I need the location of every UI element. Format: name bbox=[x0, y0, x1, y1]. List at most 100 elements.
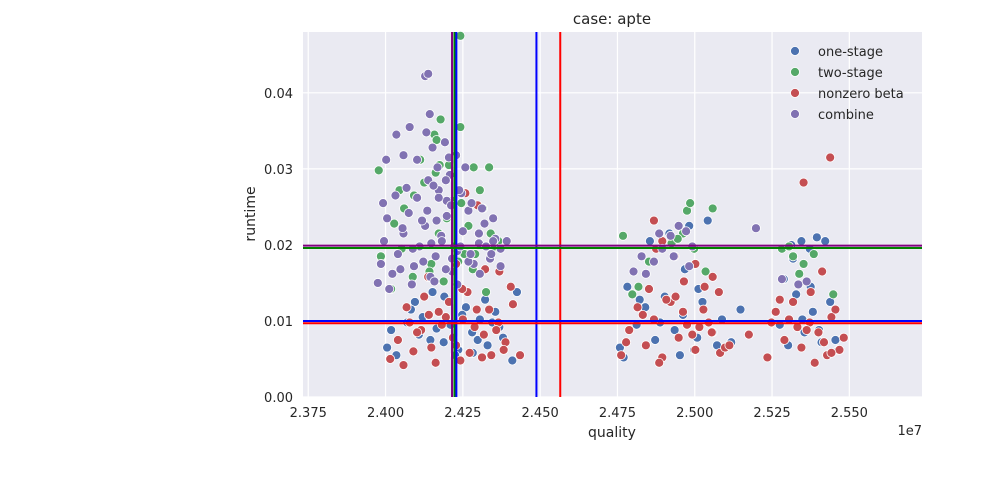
x-tick-labels: 2.375 2.400 2.425 2.450 2.475 2.500 2.525 2.550 bbox=[290, 406, 868, 421]
data-point bbox=[622, 281, 633, 292]
data-point bbox=[830, 304, 841, 315]
data-point bbox=[486, 350, 497, 361]
data-point bbox=[809, 357, 820, 368]
x-axis-label: quality bbox=[588, 425, 636, 441]
data-point bbox=[426, 342, 437, 353]
data-point bbox=[507, 355, 518, 366]
data-point bbox=[393, 249, 403, 259]
data-point bbox=[382, 342, 392, 353]
x-tick-label: 2.550 bbox=[831, 406, 868, 421]
chart-title: case: apte bbox=[573, 10, 651, 28]
data-point bbox=[713, 287, 724, 297]
data-point bbox=[484, 162, 495, 173]
data-point bbox=[471, 304, 482, 315]
data-point bbox=[419, 291, 430, 302]
data-point bbox=[616, 350, 627, 361]
data-point bbox=[636, 251, 647, 262]
data-point bbox=[491, 325, 502, 335]
data-point bbox=[412, 327, 422, 338]
data-point bbox=[707, 271, 718, 282]
data-point bbox=[427, 142, 438, 153]
y-tick-label: 0.00 bbox=[264, 391, 293, 406]
y-axis-label: runtime bbox=[243, 186, 259, 241]
data-point bbox=[735, 304, 746, 315]
data-point bbox=[393, 335, 403, 345]
data-point bbox=[668, 251, 679, 262]
legend: one-stage two-stage nonzero beta combine bbox=[790, 45, 904, 123]
data-point bbox=[751, 223, 761, 234]
data-point bbox=[762, 352, 773, 363]
x-offset-label: 1e7 bbox=[897, 424, 922, 439]
x-tick-label: 2.375 bbox=[290, 406, 327, 421]
data-point bbox=[512, 287, 522, 297]
data-point bbox=[418, 256, 429, 267]
data-point bbox=[477, 352, 487, 363]
data-point bbox=[430, 251, 441, 262]
x-tick-label: 2.475 bbox=[599, 406, 636, 421]
data-point bbox=[798, 259, 809, 269]
data-point bbox=[408, 346, 419, 357]
data-point bbox=[482, 340, 493, 351]
data-point bbox=[386, 325, 397, 335]
data-point bbox=[801, 276, 812, 287]
data-point bbox=[501, 236, 512, 247]
data-point bbox=[433, 306, 444, 317]
data-point bbox=[819, 337, 829, 348]
data-point bbox=[427, 287, 438, 297]
data-point bbox=[685, 198, 696, 208]
data-point bbox=[382, 213, 392, 224]
data-point bbox=[398, 150, 409, 161]
x-tick-label: 2.425 bbox=[444, 406, 481, 421]
data-point bbox=[401, 182, 412, 193]
data-point bbox=[456, 198, 467, 208]
data-point bbox=[618, 230, 628, 241]
data-point bbox=[788, 297, 798, 307]
data-point bbox=[464, 347, 475, 358]
data-point bbox=[409, 261, 419, 272]
data-point bbox=[412, 154, 422, 165]
data-point bbox=[679, 276, 689, 287]
data-point bbox=[640, 340, 651, 351]
data-point bbox=[681, 226, 691, 237]
series-combine bbox=[372, 68, 812, 294]
data-point bbox=[466, 198, 477, 208]
data-point bbox=[488, 213, 499, 224]
data-point bbox=[397, 223, 408, 234]
data-point bbox=[412, 192, 422, 203]
data-point bbox=[793, 279, 804, 290]
data-point bbox=[698, 304, 709, 315]
data-point bbox=[422, 205, 433, 216]
data-point bbox=[474, 228, 484, 239]
data-point bbox=[826, 347, 837, 358]
data-point bbox=[805, 287, 816, 297]
data-point bbox=[373, 165, 384, 176]
y-tick-labels: 0.00 0.01 0.02 0.03 0.04 bbox=[264, 87, 293, 406]
data-point bbox=[628, 266, 639, 277]
data-point bbox=[796, 342, 807, 353]
data-point bbox=[505, 281, 516, 292]
data-point bbox=[796, 236, 807, 247]
data-point bbox=[436, 236, 447, 247]
data-point bbox=[707, 203, 718, 214]
data-point bbox=[706, 327, 717, 338]
data-point bbox=[379, 236, 389, 247]
legend-label: two-stage bbox=[818, 66, 883, 81]
data-point bbox=[398, 360, 409, 370]
data-point bbox=[699, 281, 710, 292]
data-point bbox=[650, 335, 661, 345]
data-point bbox=[495, 261, 506, 272]
legend-marker bbox=[790, 109, 800, 119]
y-tick-label: 0.02 bbox=[264, 239, 293, 254]
data-point bbox=[624, 325, 635, 335]
data-point bbox=[381, 154, 392, 165]
data-point bbox=[403, 208, 414, 218]
x-tick-label: 2.500 bbox=[676, 406, 713, 421]
data-point bbox=[428, 180, 439, 191]
data-point bbox=[820, 236, 831, 247]
data-point bbox=[431, 215, 442, 226]
data-point bbox=[838, 332, 849, 343]
data-point bbox=[390, 190, 401, 201]
data-point bbox=[465, 249, 476, 259]
data-point bbox=[665, 230, 676, 241]
data-point bbox=[788, 251, 798, 262]
